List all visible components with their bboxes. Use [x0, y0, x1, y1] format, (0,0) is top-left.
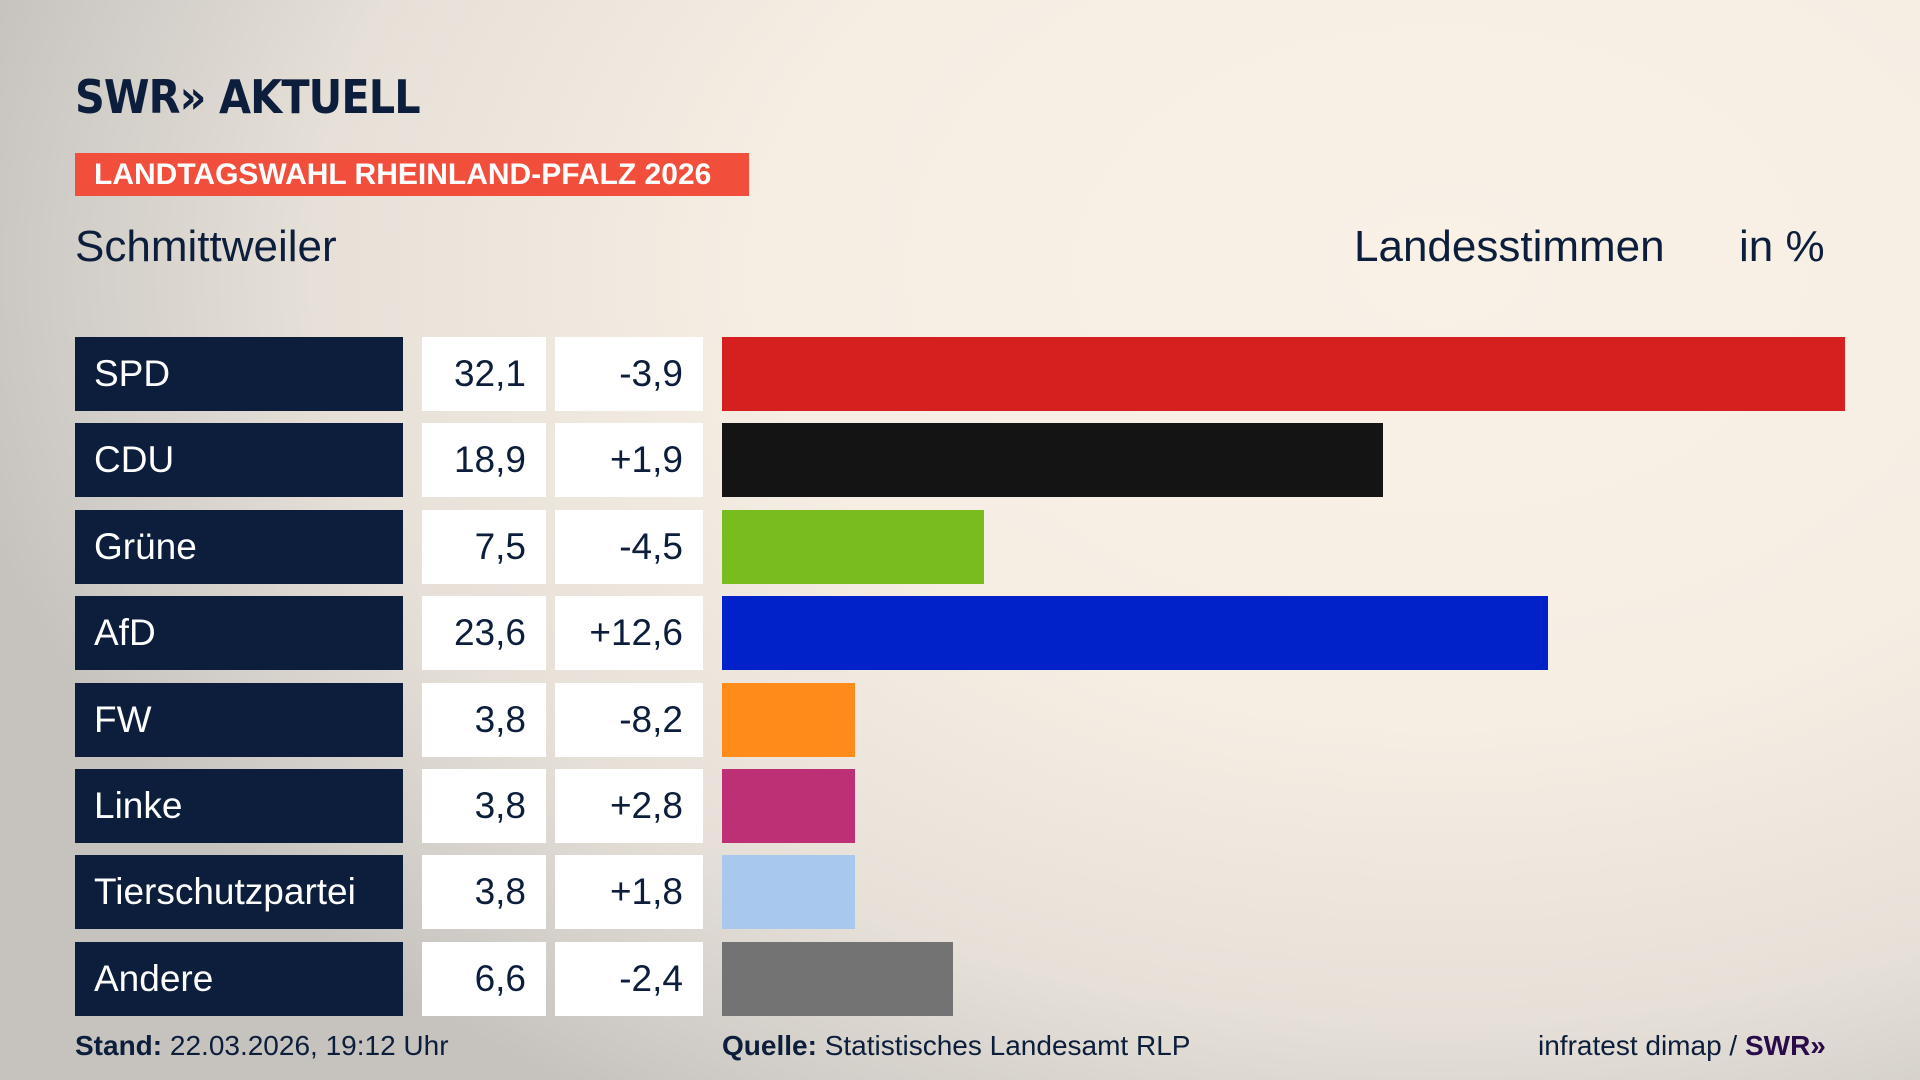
- bar-tierschutzpartei: [722, 855, 855, 930]
- party-name: Grüne: [75, 509, 403, 584]
- credit: infratest dimap / SWR»: [1538, 1030, 1826, 1062]
- party-name: AfD: [75, 596, 403, 671]
- value-label: 32,1: [422, 337, 546, 411]
- source: Quelle: Statistisches Landesamt RLP: [722, 1030, 1190, 1062]
- source-value: Statistisches Landesamt RLP: [824, 1030, 1191, 1061]
- subtitle: Landesstimmen: [1354, 222, 1665, 271]
- election-banner: LANDTAGSWAHL RHEINLAND-PFALZ 2026: [75, 153, 749, 196]
- diff-label: +2,8: [555, 769, 703, 843]
- party-name: Andere: [75, 941, 403, 1016]
- value-label: 3,8: [422, 682, 546, 757]
- bar-andere: [722, 941, 953, 1016]
- bar-cdu: [722, 423, 1384, 498]
- diff-label: +12,6: [555, 596, 703, 671]
- swr-aktuell-logo: SWR» AKTUELL: [75, 70, 421, 124]
- diff-label: -8,2: [555, 682, 703, 757]
- stand-value: 22.03.2026, 19:12 Uhr: [169, 1030, 449, 1061]
- bar-afd: [722, 596, 1548, 671]
- timestamp: Stand: 22.03.2026, 19:12 Uhr: [75, 1030, 449, 1062]
- credit-text: infratest dimap /: [1538, 1030, 1738, 1061]
- bar-grüne: [722, 509, 985, 584]
- bar-fw: [722, 682, 855, 757]
- party-name: Tierschutzpartei: [75, 855, 403, 930]
- stand-label: Stand:: [75, 1030, 163, 1061]
- diff-label: -2,4: [555, 941, 703, 1016]
- value-label: 3,8: [422, 855, 546, 930]
- source-label: Quelle:: [722, 1030, 817, 1061]
- unit-label: in %: [1739, 222, 1825, 271]
- value-label: 23,6: [422, 596, 546, 671]
- diff-label: +1,9: [555, 423, 703, 498]
- bar-linke: [722, 769, 855, 843]
- diff-label: -3,9: [555, 337, 703, 411]
- bar-spd: [722, 337, 1845, 411]
- party-name: CDU: [75, 423, 403, 498]
- swr-logo: SWR»: [1744, 1030, 1826, 1061]
- diff-label: -4,5: [555, 509, 703, 584]
- party-name: FW: [75, 682, 403, 757]
- party-name: Linke: [75, 769, 403, 843]
- value-label: 3,8: [422, 769, 546, 843]
- party-name: SPD: [75, 337, 403, 411]
- value-label: 18,9: [422, 423, 546, 498]
- value-label: 6,6: [422, 941, 546, 1016]
- place-title: Schmittweiler: [75, 222, 337, 271]
- diff-label: +1,8: [555, 855, 703, 930]
- value-label: 7,5: [422, 509, 546, 584]
